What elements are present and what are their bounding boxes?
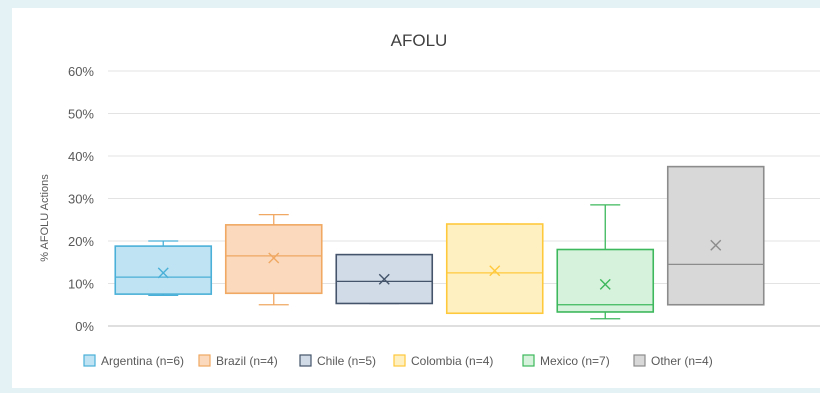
legend-item: Colombia (n=4) <box>393 354 493 368</box>
legend-item: Brazil (n=4) <box>198 354 278 368</box>
legend-swatch <box>633 354 646 367</box>
box-iqr <box>445 223 544 315</box>
chart-title: AFOLU <box>391 31 448 50</box>
box-series <box>114 165 765 320</box>
box-group <box>666 165 765 306</box>
mean-marker <box>378 273 390 285</box>
legend-item: Other (n=4) <box>633 354 713 368</box>
legend: Argentina (n=6) Brazil (n=4) Chile (n=5) Co… <box>83 354 713 368</box>
legend-label: Mexico (n=7) <box>540 354 610 368</box>
mean-marker <box>489 265 501 277</box>
box-group <box>335 253 434 305</box>
y-tick-label: 0% <box>75 319 94 334</box>
legend-swatch <box>522 354 535 367</box>
y-tick-label: 50% <box>68 107 94 122</box>
y-tick-label: 10% <box>68 277 94 292</box>
box-group <box>114 240 213 297</box>
mean-marker <box>157 267 169 279</box>
legend-swatch <box>83 354 96 367</box>
mean-marker <box>599 278 611 290</box>
legend-item: Argentina (n=6) <box>83 354 184 368</box>
box-iqr <box>556 248 655 313</box>
box-group <box>556 204 655 320</box>
legend-label: Argentina (n=6) <box>101 354 184 368</box>
chart-card: AFOLU % AFOLU Actions 0% 10% 20% 30% 40% 50% 6… <box>12 8 820 388</box>
box-group <box>224 213 323 306</box>
box-iqr <box>114 245 213 295</box>
legend-label: Chile (n=5) <box>317 354 376 368</box>
legend-item: Mexico (n=7) <box>522 354 610 368</box>
box-iqr <box>224 224 323 295</box>
legend-label: Colombia (n=4) <box>411 354 493 368</box>
mean-marker <box>710 239 722 251</box>
y-axis-ticks: 0% 10% 20% 30% 40% 50% 60% <box>68 64 94 334</box>
legend-swatch <box>299 354 312 367</box>
legend-label: Brazil (n=4) <box>216 354 278 368</box>
box-group <box>445 223 544 315</box>
y-tick-label: 40% <box>68 149 94 164</box>
y-tick-label: 30% <box>68 192 94 207</box>
y-tick-label: 60% <box>68 64 94 79</box>
y-axis-label: % AFOLU Actions <box>39 174 51 262</box>
box-iqr <box>666 165 765 306</box>
legend-swatch <box>393 354 406 367</box>
legend-label: Other (n=4) <box>651 354 713 368</box>
box-plot-chart: AFOLU % AFOLU Actions 0% 10% 20% 30% 40% 50% 6… <box>39 31 820 368</box>
y-tick-label: 20% <box>68 234 94 249</box>
legend-swatch <box>198 354 211 367</box>
mean-marker <box>268 252 280 264</box>
legend-item: Chile (n=5) <box>299 354 376 368</box>
